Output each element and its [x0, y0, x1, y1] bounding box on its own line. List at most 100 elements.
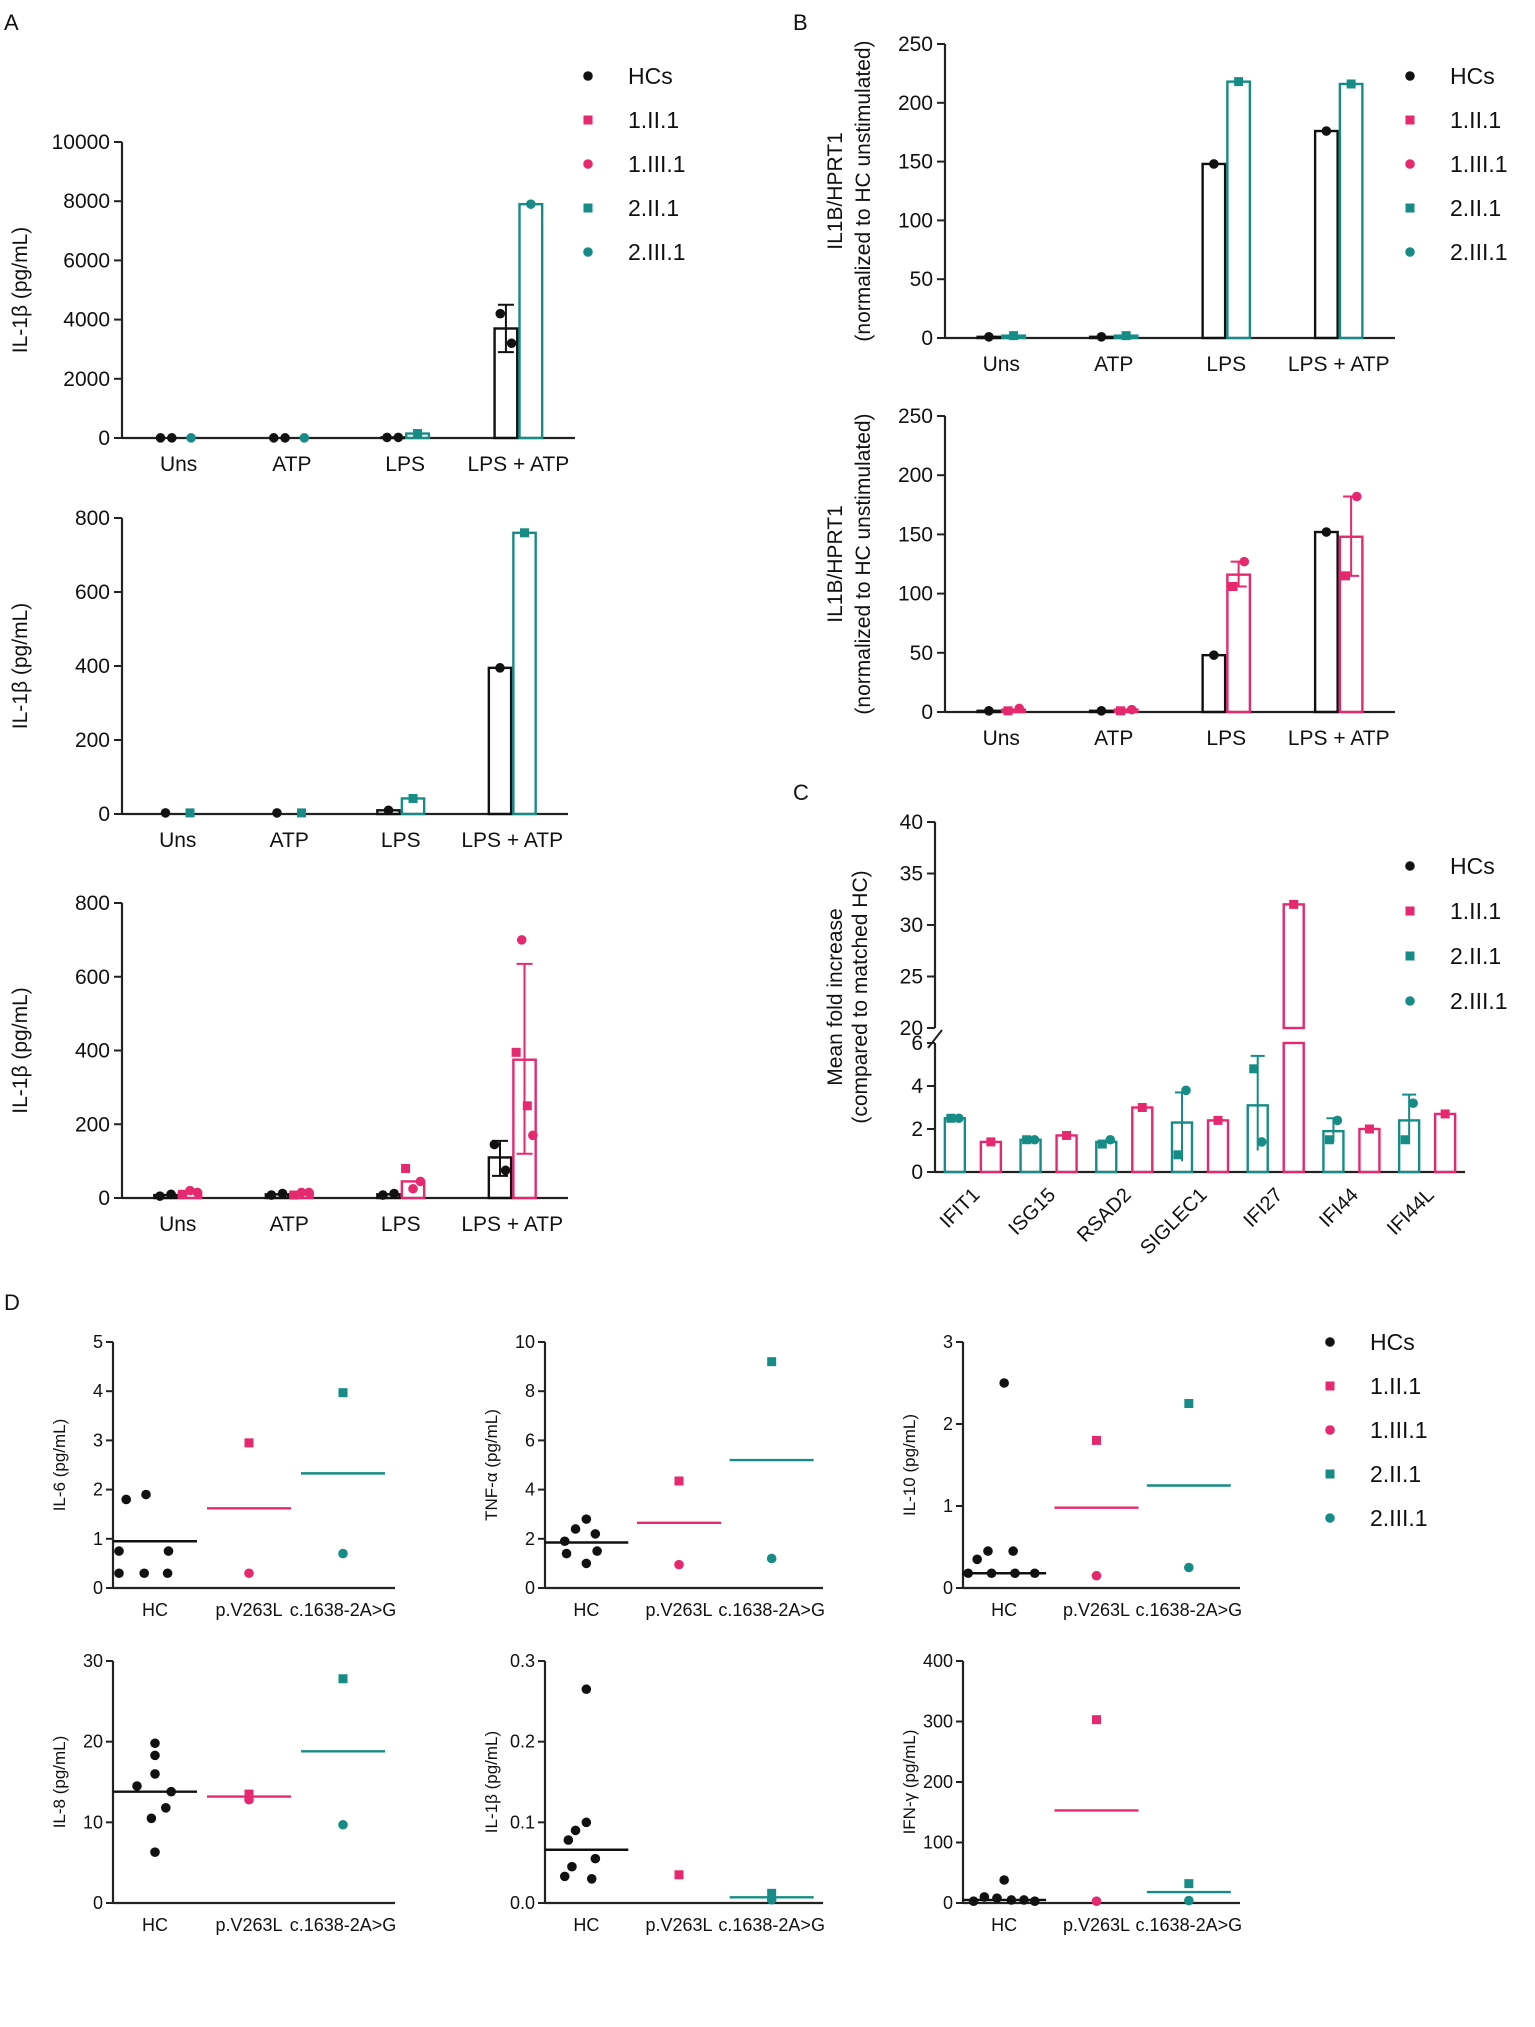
- bar: [1001, 708, 1027, 714]
- x-tick-label: p.V263L: [645, 1915, 712, 1935]
- legend-label: HCs: [1450, 853, 1495, 879]
- legend-marker: [583, 247, 593, 257]
- data-point: [1364, 1124, 1374, 1134]
- data-point: [1228, 581, 1238, 591]
- data-point: [500, 1165, 511, 1176]
- bar: [1019, 1138, 1042, 1174]
- legend-label: 2.III.1: [1370, 1505, 1428, 1531]
- data-point: [559, 1871, 570, 1882]
- data-point: [1029, 1896, 1040, 1906]
- y-tick-label: 250: [898, 33, 933, 56]
- bar: [400, 1180, 426, 1200]
- y-tick-label: 0: [525, 1578, 535, 1598]
- x-tick-label: Uns: [983, 727, 1020, 750]
- data-point: [1289, 899, 1299, 909]
- data-point: [972, 1554, 982, 1565]
- legend-marker: [1405, 115, 1415, 125]
- y-tick-label: 25: [900, 966, 923, 989]
- data-point: [495, 663, 505, 673]
- x-tick-label: HC: [573, 1600, 599, 1620]
- data-point: [567, 1861, 577, 1872]
- data-point: [280, 433, 290, 443]
- y-axis-label: IL-8 (pg/mL): [50, 1736, 69, 1829]
- x-tick-label: c.1638-2A>G: [1136, 1600, 1243, 1620]
- y-axis-label: Mean fold increase: [824, 908, 847, 1085]
- bar: [518, 202, 544, 440]
- legend-label: 2.II.1: [1450, 195, 1501, 221]
- data-point: [1321, 527, 1332, 537]
- data-point: [522, 1101, 532, 1111]
- data-point: [244, 1794, 254, 1805]
- data-point: [986, 1137, 996, 1147]
- data-point: [1010, 1568, 1020, 1579]
- y-tick-label: 0.0: [510, 1893, 535, 1913]
- y-tick-label: 2: [911, 1118, 923, 1141]
- legend-marker: [1325, 1469, 1335, 1479]
- data-point: [338, 1388, 348, 1398]
- x-tick-label: LPS + ATP: [1288, 353, 1390, 376]
- data-point: [146, 1813, 157, 1824]
- data-point: [132, 1781, 142, 1791]
- data-point: [338, 1548, 348, 1559]
- panel-label-d: D: [4, 1290, 20, 1315]
- bar: [153, 1193, 178, 1200]
- y-axis-label-secondary: (compared to matched HC): [849, 870, 872, 1123]
- data-point: [1091, 1896, 1102, 1906]
- data-point: [1351, 491, 1362, 502]
- y-axis-label: TNF-α (pg/mL): [482, 1409, 501, 1521]
- data-point: [1105, 1134, 1116, 1145]
- data-point: [1096, 332, 1107, 342]
- data-point: [244, 1789, 254, 1799]
- data-point: [581, 1817, 592, 1828]
- data-point: [192, 1187, 203, 1198]
- bar: [1201, 653, 1227, 714]
- y-tick-label: 0: [98, 1187, 110, 1210]
- data-point: [289, 1190, 299, 1200]
- data-point: [161, 1803, 171, 1813]
- y-tick-label: 30: [900, 914, 923, 937]
- bar: [264, 1193, 290, 1200]
- data-point: [520, 528, 530, 538]
- data-point: [150, 1750, 160, 1761]
- y-tick-label: 6000: [63, 249, 110, 272]
- x-tick-label: c.1638-2A>G: [1136, 1915, 1243, 1935]
- legend: HCs 1.II.1 1.III.1 2.II.1 2.III.1: [1405, 63, 1508, 265]
- data-point: [999, 1875, 1009, 1885]
- data-point: [495, 308, 506, 319]
- data-point: [506, 338, 517, 349]
- scatter-chart-d5: 0.0 0.1 0.2 0.3 IL-1β (pg/mL) HC p.V263L c.1638…: [482, 1651, 825, 1935]
- data-point: [766, 1894, 777, 1905]
- legend-label: 1.III.1: [628, 151, 686, 177]
- legend-marker: [1405, 996, 1415, 1006]
- data-point: [516, 935, 527, 945]
- bar: [1358, 1127, 1381, 1174]
- data-point: [167, 433, 177, 443]
- x-tick-label: ATP: [1094, 727, 1133, 750]
- x-tick-label: Uns: [159, 1213, 196, 1236]
- data-point: [581, 1514, 592, 1524]
- y-tick-label: 200: [898, 464, 933, 487]
- y-axis-label: IL-1β (pg/mL): [482, 1731, 501, 1833]
- y-tick-label: 100: [898, 583, 933, 606]
- data-point: [1408, 1098, 1418, 1108]
- x-tick-label: LPS + ATP: [461, 1213, 563, 1236]
- y-tick-label: 200: [75, 729, 110, 752]
- legend-label: 2.III.1: [1450, 988, 1508, 1014]
- x-tick-label: Uns: [160, 453, 197, 476]
- y-tick-label: 100: [898, 209, 933, 232]
- scatter-chart-d6: 0 100 200 300 400 IFN-γ (pg/mL) HC p.V263L c.163…: [900, 1651, 1242, 1935]
- data-point: [299, 433, 310, 443]
- y-tick-label: 0: [93, 1893, 103, 1913]
- x-tick-label: ATP: [1094, 353, 1133, 376]
- y-tick-label: 1: [93, 1529, 103, 1549]
- y-axis-label: IL-1β (pg/mL): [9, 603, 32, 729]
- data-point: [272, 808, 282, 818]
- legend-label: 2.II.1: [628, 195, 679, 221]
- data-point: [1096, 706, 1107, 716]
- y-tick-label: 4: [525, 1480, 535, 1500]
- data-point: [378, 1190, 388, 1200]
- legend-label: HCs: [1450, 63, 1495, 89]
- data-point: [1116, 706, 1125, 716]
- data-point: [1173, 1150, 1183, 1160]
- legend-marker: [1325, 1337, 1335, 1347]
